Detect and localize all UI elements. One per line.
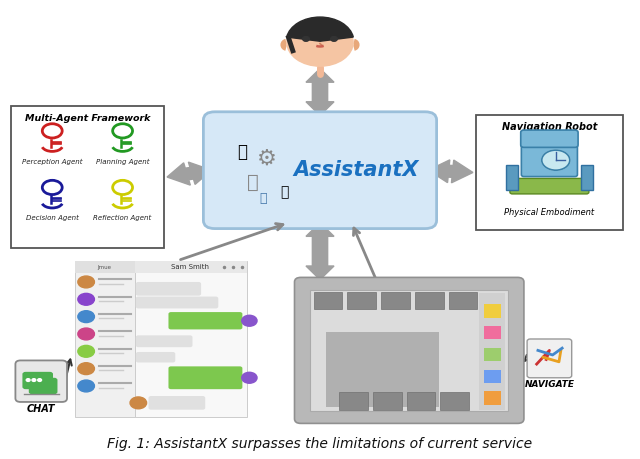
FancyBboxPatch shape xyxy=(29,378,58,394)
Circle shape xyxy=(26,379,30,381)
Circle shape xyxy=(303,37,309,41)
FancyBboxPatch shape xyxy=(136,282,201,296)
Text: 🔧: 🔧 xyxy=(247,173,259,192)
Text: NAVIGATE: NAVIGATE xyxy=(524,380,575,389)
Circle shape xyxy=(78,311,95,323)
Circle shape xyxy=(242,315,257,326)
Bar xyxy=(484,326,501,340)
FancyBboxPatch shape xyxy=(522,146,577,177)
Text: Physical Embodiment: Physical Embodiment xyxy=(504,208,595,217)
Text: Multi-Agent Framework: Multi-Agent Framework xyxy=(25,114,150,123)
FancyBboxPatch shape xyxy=(310,290,508,411)
Bar xyxy=(479,293,505,410)
Bar xyxy=(381,292,410,309)
Circle shape xyxy=(78,276,95,288)
FancyBboxPatch shape xyxy=(148,396,205,410)
Text: Decision Agent: Decision Agent xyxy=(26,215,79,221)
Bar xyxy=(506,165,518,190)
Bar xyxy=(484,392,501,405)
Circle shape xyxy=(78,363,95,375)
FancyBboxPatch shape xyxy=(326,332,439,408)
Circle shape xyxy=(130,397,147,409)
Polygon shape xyxy=(306,223,334,280)
FancyBboxPatch shape xyxy=(476,116,623,230)
Bar xyxy=(449,292,477,309)
FancyBboxPatch shape xyxy=(168,312,243,330)
Text: Sam Smith: Sam Smith xyxy=(171,264,209,270)
FancyBboxPatch shape xyxy=(75,262,135,417)
Circle shape xyxy=(78,345,95,357)
FancyBboxPatch shape xyxy=(204,112,436,229)
Bar xyxy=(339,392,368,410)
Circle shape xyxy=(38,379,42,381)
FancyBboxPatch shape xyxy=(521,130,578,147)
FancyBboxPatch shape xyxy=(11,106,164,248)
Text: CHAT: CHAT xyxy=(27,404,56,414)
Text: 🖊: 🖊 xyxy=(259,192,267,205)
FancyBboxPatch shape xyxy=(294,277,524,423)
Wedge shape xyxy=(287,17,353,41)
Bar xyxy=(348,292,376,309)
Circle shape xyxy=(541,150,570,170)
Polygon shape xyxy=(306,68,334,116)
Text: Planning Agent: Planning Agent xyxy=(96,159,149,165)
FancyBboxPatch shape xyxy=(136,352,175,363)
FancyBboxPatch shape xyxy=(135,262,246,417)
Bar xyxy=(406,392,435,410)
FancyBboxPatch shape xyxy=(22,372,53,389)
FancyBboxPatch shape xyxy=(527,339,572,378)
Circle shape xyxy=(242,372,257,383)
Bar xyxy=(484,304,501,318)
Text: 🪖: 🪖 xyxy=(237,143,247,161)
Polygon shape xyxy=(167,162,212,185)
FancyBboxPatch shape xyxy=(168,366,243,389)
Circle shape xyxy=(331,37,337,41)
Text: Reflection Agent: Reflection Agent xyxy=(93,215,152,221)
Circle shape xyxy=(78,328,95,340)
Text: ⚙: ⚙ xyxy=(257,148,277,168)
FancyBboxPatch shape xyxy=(136,336,193,347)
Bar xyxy=(415,292,444,309)
Text: Jmue: Jmue xyxy=(98,265,112,270)
Circle shape xyxy=(287,19,353,66)
Bar xyxy=(581,165,593,190)
FancyBboxPatch shape xyxy=(75,262,135,273)
Bar xyxy=(440,392,469,410)
Circle shape xyxy=(78,293,95,305)
Text: Fig. 1: AssistantX surpasses the limitations of current service: Fig. 1: AssistantX surpasses the limitat… xyxy=(108,437,532,451)
FancyBboxPatch shape xyxy=(136,297,218,308)
Text: AssistantX: AssistantX xyxy=(293,160,419,180)
Bar xyxy=(484,347,501,361)
Circle shape xyxy=(32,379,36,381)
FancyBboxPatch shape xyxy=(510,179,589,194)
Bar xyxy=(314,292,342,309)
Bar xyxy=(373,392,401,410)
FancyBboxPatch shape xyxy=(15,360,67,402)
Circle shape xyxy=(78,380,95,392)
Polygon shape xyxy=(428,160,473,183)
Text: 📏: 📏 xyxy=(280,185,289,199)
Bar xyxy=(484,369,501,383)
Text: Perception Agent: Perception Agent xyxy=(22,159,83,165)
Text: Navigation Robot: Navigation Robot xyxy=(502,122,597,132)
FancyBboxPatch shape xyxy=(135,262,246,273)
